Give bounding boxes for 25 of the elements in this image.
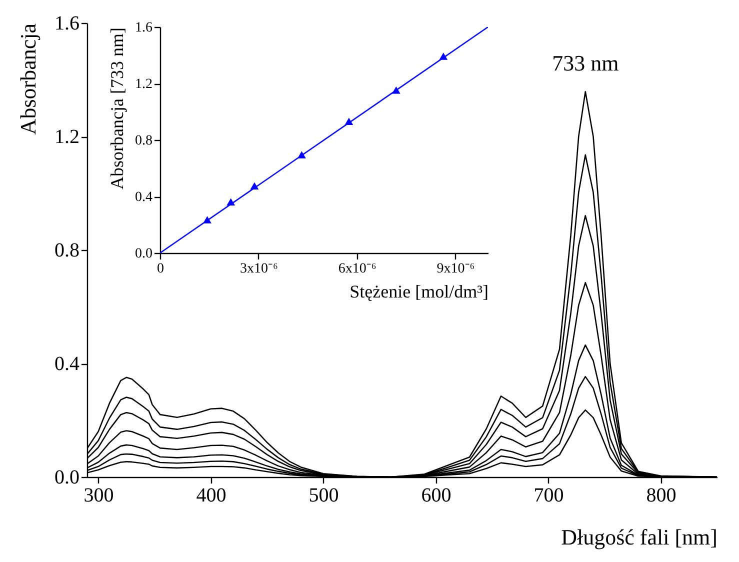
x-tick-label: 400 xyxy=(196,484,226,506)
y-tick-label: 0.8 xyxy=(54,240,80,262)
y-axis-title: Absorbancja xyxy=(16,23,40,135)
x-tick-label: 9x10⁻⁶ xyxy=(436,262,475,276)
x-tick-label: 500 xyxy=(308,484,339,506)
y-tick-label: 1.6 xyxy=(135,20,152,36)
x-tick-label: 0 xyxy=(157,262,164,276)
y-tick-label: 1.2 xyxy=(135,77,152,92)
x-tick-label: 800 xyxy=(646,484,676,506)
y-tick-label: 0.8 xyxy=(135,134,152,148)
x-tick-label: 300 xyxy=(84,484,114,506)
x-tick-label: 3x10⁻⁶ xyxy=(240,262,278,276)
x-tick-label: 700 xyxy=(534,484,564,506)
y-axis-title: Absorbancja [733 nm] xyxy=(107,28,127,190)
x-axis-title: Stężenie [mol/dm³] xyxy=(350,282,488,302)
x-tick-label: 6x10⁻⁶ xyxy=(338,262,376,276)
x-axis-title: Długość fali [nm] xyxy=(561,524,718,550)
y-tick-label: 1.2 xyxy=(54,126,80,148)
y-tick-label: 0.4 xyxy=(135,190,152,205)
y-tick-label: 0.0 xyxy=(54,466,80,488)
annotation: 733 nm xyxy=(552,50,619,76)
y-tick-label: 0.4 xyxy=(54,353,80,375)
y-tick-label: 0.0 xyxy=(135,246,152,262)
x-tick-label: 600 xyxy=(421,484,452,506)
y-tick-label: 1.6 xyxy=(54,12,80,34)
